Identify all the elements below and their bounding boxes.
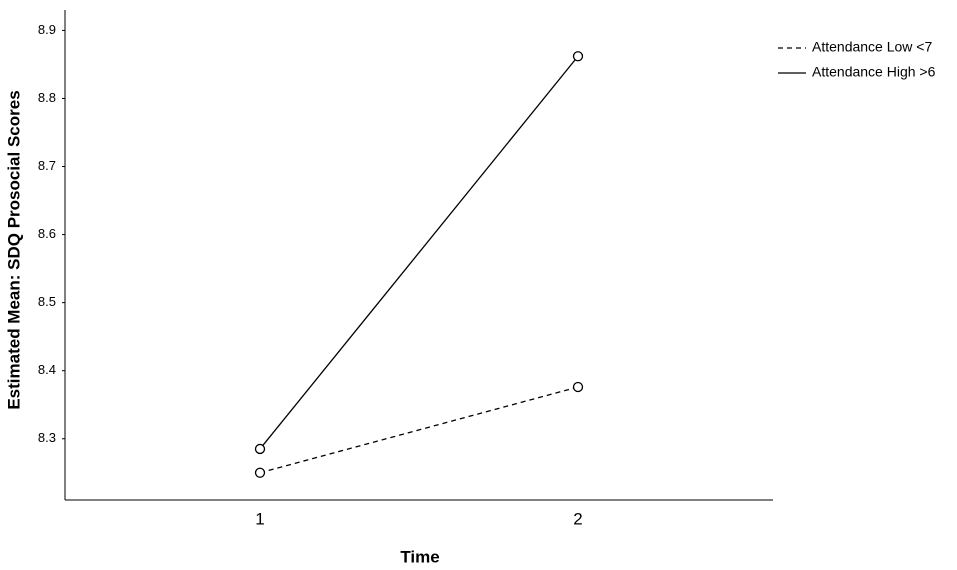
x-tick-label: 1 <box>255 509 264 528</box>
y-axis-label: Estimated Mean: SDQ Prosocial Scores <box>4 90 23 409</box>
y-tick-label: 8.7 <box>38 158 56 173</box>
x-tick-label: 2 <box>573 509 582 528</box>
point <box>254 467 266 478</box>
y-tick-label: 8.9 <box>38 22 56 37</box>
y-tick-label: 8.4 <box>38 362 56 377</box>
legend-label: Attendance High >6 <box>812 64 936 80</box>
x-axis-label: Time <box>400 547 439 566</box>
y-tick-label: 8.3 <box>38 430 56 445</box>
point <box>572 51 584 62</box>
y-tick-label: 8.8 <box>38 90 56 105</box>
y-tick-label: 8.5 <box>38 294 56 309</box>
series-line <box>259 386 579 474</box>
point <box>572 381 584 393</box>
legend-label: Attendance Low <7 <box>812 39 932 55</box>
point <box>254 443 266 455</box>
series-line <box>259 55 579 450</box>
y-tick-label: 8.6 <box>38 226 56 241</box>
